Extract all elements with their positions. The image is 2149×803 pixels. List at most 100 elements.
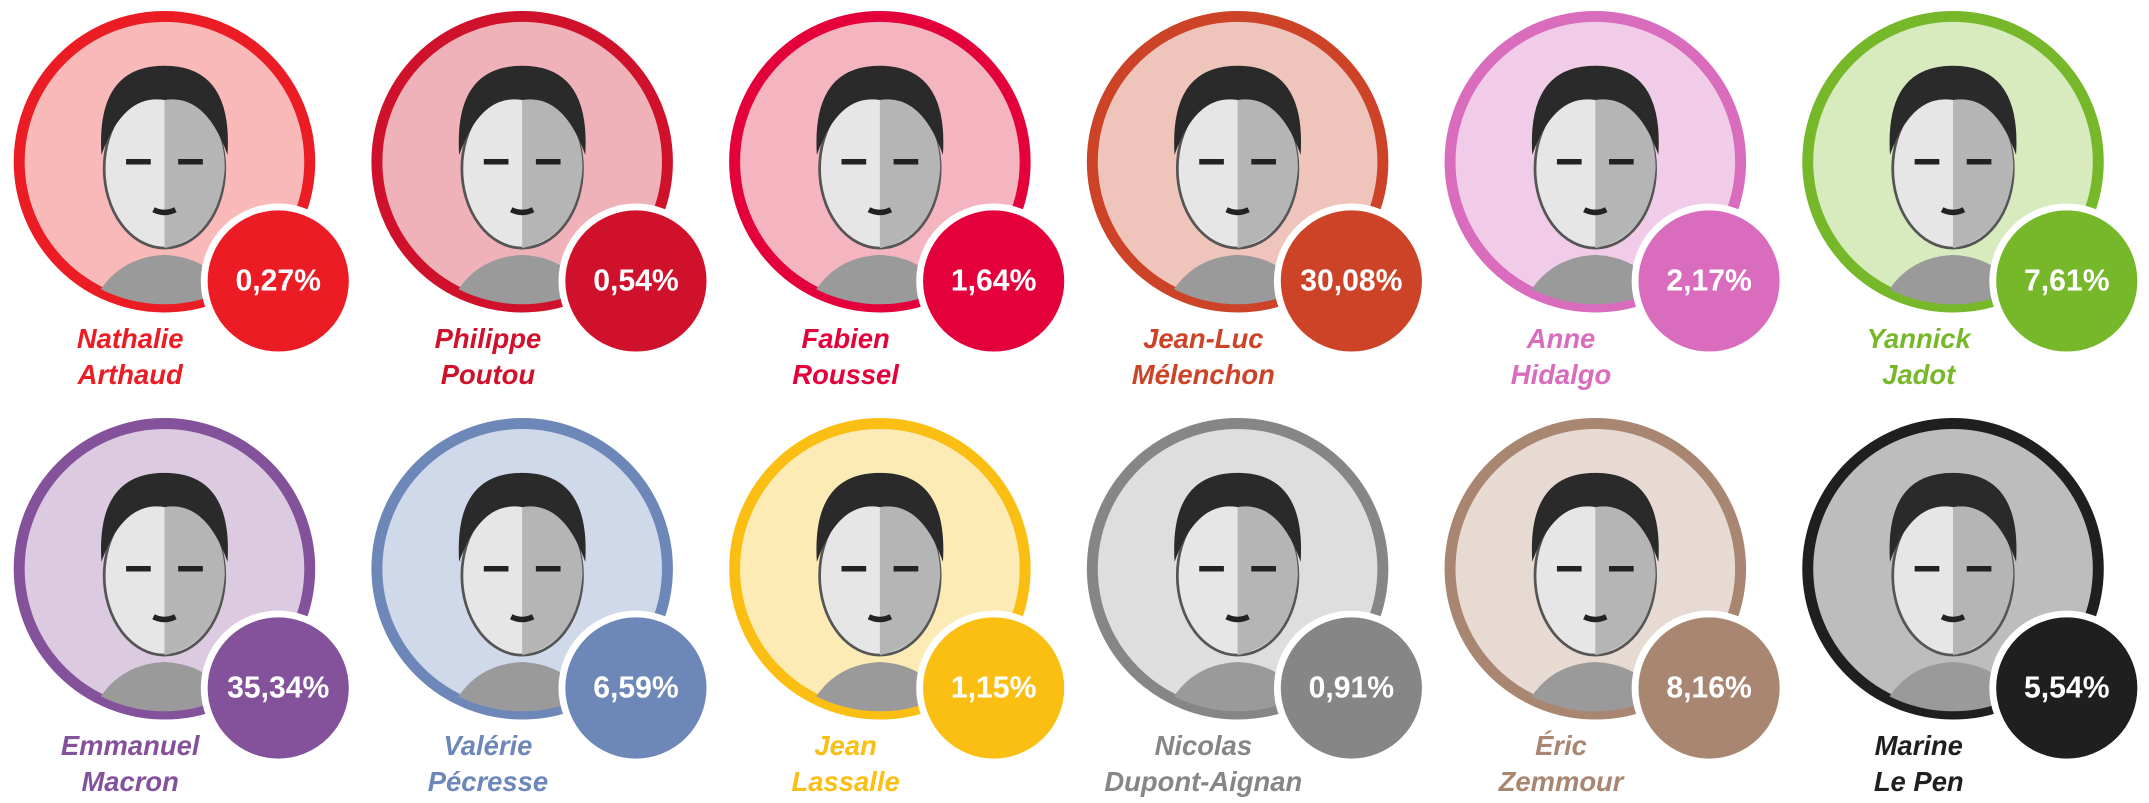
first-name: Jean	[814, 730, 876, 761]
last-name: Arthaud	[77, 359, 184, 390]
candidate-card: 35,34% Emmanuel Macron	[13, 418, 356, 797]
hair	[101, 65, 228, 155]
last-name: Le Pen	[1874, 766, 1964, 797]
eyes	[1199, 566, 1276, 623]
first-name: Philippe	[435, 323, 542, 354]
hair	[816, 472, 944, 562]
candidate-card: 2,17% Anne Hidalgo	[1444, 10, 1787, 390]
last-name: Hidalgo	[1511, 359, 1612, 390]
hair	[458, 472, 586, 562]
first-name: Anne	[1526, 323, 1596, 354]
face-shadow	[1237, 89, 1298, 249]
last-name: Mélenchon	[1132, 359, 1275, 390]
first-name: Éric	[1535, 730, 1587, 761]
share-badge	[1631, 610, 1787, 766]
face-shadow	[1953, 89, 2014, 249]
eyes	[483, 566, 561, 623]
share-badge	[200, 610, 356, 766]
share-label: 7,61%	[2024, 264, 2109, 297]
share-badge	[558, 610, 714, 766]
share-badge	[916, 610, 1072, 766]
last-name: Dupont-Aignan	[1104, 766, 1302, 797]
share-badge	[916, 203, 1072, 359]
candidate-card: 6,59% Valérie Pécresse	[371, 418, 714, 797]
hair	[1889, 472, 2017, 562]
hair	[1889, 65, 2017, 155]
hair	[1174, 65, 1302, 155]
share-badge	[200, 203, 356, 359]
first-name: Yannick	[1867, 323, 1973, 354]
candidate-card: 0,27% Nathalie Arthaud	[13, 10, 356, 390]
eyes	[483, 158, 561, 216]
portrait	[89, 472, 240, 712]
share-badge	[1989, 610, 2145, 766]
portrait	[804, 65, 956, 305]
face-shadow	[164, 496, 225, 656]
eyes	[841, 158, 919, 216]
eyes	[1914, 158, 1992, 216]
share-label: 30,08%	[1300, 264, 1402, 297]
share-label: 1,15%	[951, 671, 1036, 704]
hair	[1174, 472, 1302, 562]
eyes	[1199, 158, 1276, 216]
candidate-card: 0,91% Nicolas Dupont-Aignan	[1086, 418, 1429, 797]
face-shadow	[1237, 496, 1298, 656]
last-name: Pécresse	[428, 766, 548, 797]
candidate-card: 5,54% Marine Le Pen	[1802, 418, 2145, 797]
last-name: Macron	[81, 766, 178, 797]
canvas: 0,27% Nathalie Arthaud 0,54% Philippe Poutou 1…	[13, 10, 2145, 797]
portrait	[1519, 65, 1671, 305]
portrait	[446, 65, 598, 305]
first-name: Marine	[1875, 730, 1963, 761]
share-label: 0,54%	[593, 264, 678, 297]
face-shadow	[1953, 496, 2014, 656]
share-badge	[1631, 203, 1787, 359]
share-badge	[1989, 203, 2145, 359]
last-name: Jadot	[1882, 359, 1957, 390]
eyes	[126, 158, 203, 216]
hair	[1531, 472, 1659, 562]
share-badge	[1273, 610, 1429, 766]
share-label: 0,91%	[1309, 671, 1394, 704]
first-name: Fabien	[801, 323, 889, 354]
share-badge	[558, 203, 714, 359]
face-shadow	[1595, 496, 1656, 656]
portrait	[1162, 65, 1313, 305]
first-name: Nathalie	[77, 323, 184, 354]
eyes	[1556, 158, 1634, 216]
share-badge	[1273, 203, 1429, 359]
last-name: Lassalle	[792, 766, 900, 797]
candidate-card: 1,15% Jean Lassalle	[729, 418, 1072, 797]
share-label: 1,64%	[951, 264, 1036, 297]
share-label: 6,59%	[593, 671, 678, 704]
hair	[458, 65, 586, 155]
share-label: 8,16%	[1666, 671, 1751, 704]
eyes	[1556, 566, 1634, 623]
portrait	[1519, 472, 1671, 712]
candidate-card: 8,16% Éric Zemmour	[1444, 418, 1787, 797]
first-name: Jean-Luc	[1143, 323, 1263, 354]
share-label: 2,17%	[1666, 264, 1751, 297]
candidate-card: 0,54% Philippe Poutou	[371, 10, 714, 390]
share-label: 35,34%	[227, 671, 329, 704]
hair	[816, 65, 944, 155]
candidate-card: 30,08% Jean-Luc Mélenchon	[1086, 10, 1429, 390]
hair	[1531, 65, 1659, 155]
face-shadow	[879, 89, 941, 249]
face-shadow	[522, 496, 583, 656]
candidate-card: 7,61% Yannick Jadot	[1802, 10, 2145, 390]
face-shadow	[522, 89, 583, 249]
last-name: Zemmour	[1498, 766, 1625, 797]
face-shadow	[164, 89, 225, 249]
hair	[101, 472, 228, 562]
eyes	[1914, 566, 1992, 623]
eyes	[841, 566, 919, 623]
last-name: Poutou	[441, 359, 536, 390]
first-name: Nicolas	[1155, 730, 1253, 761]
face-shadow	[1595, 89, 1656, 249]
candidate-card: 1,64% Fabien Roussel	[729, 10, 1072, 390]
first-name: Emmanuel	[61, 730, 201, 761]
share-label: 5,54%	[2024, 671, 2109, 704]
eyes	[126, 566, 203, 623]
